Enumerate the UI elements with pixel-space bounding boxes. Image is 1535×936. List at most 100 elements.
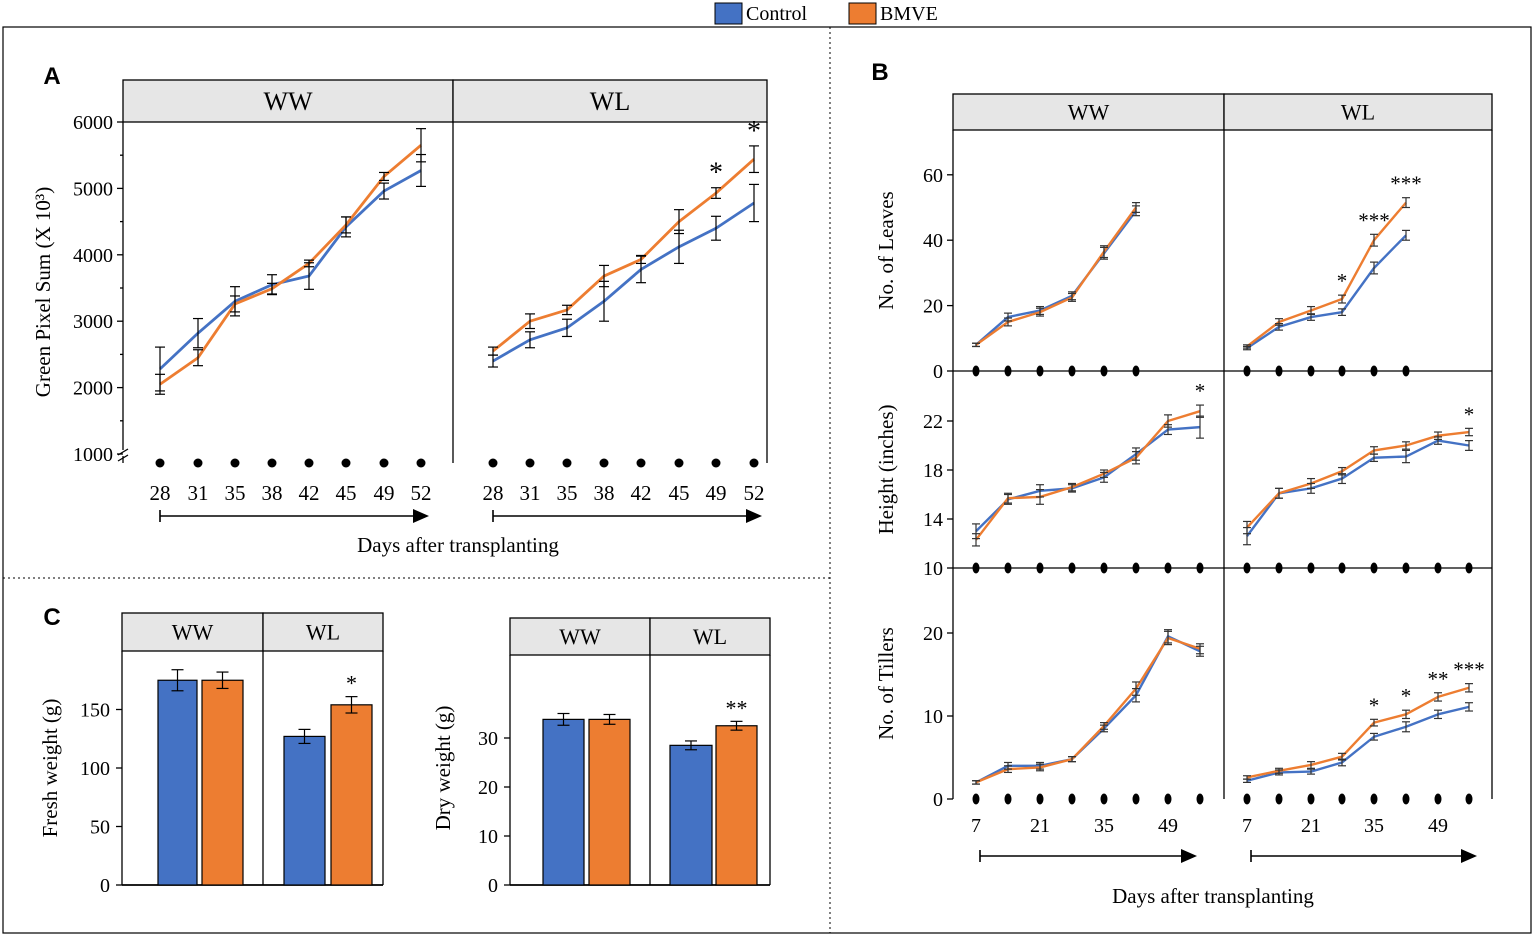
panel-c-chart-1-ylabel: Fresh weight (g) (38, 699, 62, 838)
panel-a-wl-xmarker-7 (749, 458, 759, 468)
panel-b-xlabel: Days after transplanting (1112, 884, 1314, 908)
panel-a-ww-xtick-label-2: 35 (225, 481, 246, 505)
legend-swatch-bmve (848, 2, 877, 25)
panel-b-row-1-ww-bmve-errbar-1 (1004, 317, 1012, 327)
panel-c-chart-1-ytick-label-100: 100 (80, 758, 110, 780)
panel-label-a: A (43, 63, 60, 90)
panel-b-row-2-ww-bmve-errbar-5 (1132, 451, 1140, 465)
panel-b-row-1-wl-bmve-errbar-1 (1275, 318, 1283, 326)
panel-b-row-1-wl-bmve-errbar-2 (1307, 305, 1315, 316)
panel-a-wl-xmarker-3 (599, 458, 609, 468)
panel-c-chart-1-errbar-ww-control (171, 669, 184, 692)
panel-c-chart-2-sig-1: ** (726, 695, 748, 720)
panel-b-header-ww-label: WW (1068, 100, 1110, 125)
panel-a-ww-bmve-line (159, 144, 422, 386)
panel-b-row-3-ytick-label-20: 20 (923, 623, 943, 645)
panel-b-row-3-ytick-label-0: 0 (933, 789, 943, 811)
panel-c-chart-2-ytick-label-0: 0 (488, 875, 498, 897)
panel-b-row-1-wl-sig-5: *** (1390, 172, 1422, 196)
panel-b-row-3-ww-xmarker-2 (1036, 793, 1044, 805)
panel-b-row-2-wl-bmve-errbar-5 (1402, 441, 1410, 450)
panel-b-row-3-ww-bmve-errbar-7 (1196, 643, 1204, 655)
panel-a-ww-xmarker-6 (379, 458, 389, 468)
panel-a-ww-xtick-label-3: 38 (262, 481, 283, 505)
panel-b-row-1-ww-control-line (975, 210, 1137, 346)
panel-b-row-3-wl-control-errbar-2 (1307, 768, 1315, 775)
panel-b-row-1-wl-control-errbar-4 (1370, 261, 1378, 275)
panel-b-wl-xtick-label-21: 21 (1301, 815, 1321, 837)
panel-c-chart-2-bar-ww-bmve (588, 718, 631, 886)
panel-b-row-2-ww-bmve-errbar-6 (1164, 414, 1172, 428)
panel-a-wl-control-errbar-6 (711, 215, 721, 241)
panel-c-chart-2-bar-ww-control (542, 718, 585, 886)
panel-b-row-2-wl-bmve-errbar-6 (1434, 431, 1442, 440)
panel-b-ww-xtick-label-7: 7 (971, 815, 981, 837)
panel-b-row-3-wl-control-line (1246, 705, 1470, 782)
panel-b-row-2-wl-control-errbar-5 (1402, 449, 1410, 464)
panel-a-wl-control-errbar-3 (599, 280, 609, 322)
panel-b-row-1-ytick-label-0: 0 (933, 361, 943, 383)
panel-a-header-ww-bg (122, 79, 454, 123)
panel-c-chart-1-ytick-label-50: 50 (90, 817, 110, 839)
panel-b-row-3-ww-bmve-errbar-1 (1004, 765, 1012, 774)
panel-c-chart-1-header-ww-bg (121, 612, 264, 652)
panel-a-ww-xtick-label-4: 42 (299, 481, 320, 505)
panel-b-label: B (871, 59, 888, 86)
panel-c-chart-2-errbar-ww-bmve (603, 713, 616, 725)
panel-a-ytick-label-2000: 2000 (73, 378, 113, 400)
panel-a-ww-xtick-label-0: 28 (150, 481, 171, 505)
panel-b-wl-xtick-label-49: 49 (1428, 815, 1448, 837)
panel-b-row-2-ww-bmve-errbar-7 (1196, 404, 1204, 418)
panel-b-row-1-ww-bmve-errbar-5 (1132, 201, 1140, 214)
panel-b-row-1-wl-bmve-errbar-5 (1402, 197, 1410, 209)
panel-b-row-3-wl-control-errbar-4 (1370, 732, 1378, 741)
panel-b-row-1-wl-bmve-errbar-3 (1338, 294, 1346, 304)
panel-b-row-3-ww-bmve-errbar-4 (1100, 722, 1108, 730)
panel-a-ww-xmarker-4 (304, 458, 314, 468)
panel-b-row-3-wl-bmve-line (1246, 686, 1470, 779)
panel-b-row-1-ww-bmve-errbar-2 (1036, 307, 1044, 317)
panel-b-row-3-ww-bmve-errbar-2 (1036, 763, 1044, 772)
panel-b-row-2-wl-control-errbar-7 (1465, 440, 1473, 451)
panel-a-ww-xmarker-3 (267, 458, 277, 468)
panel-b-row-1-wl-bmve-errbar-0 (1243, 344, 1251, 349)
panel-b-row-3-wl-xmarker-6 (1434, 793, 1442, 805)
panel-a-wl-xtick-label-4: 42 (631, 481, 652, 505)
panel-c-chart-1-ytick-label-0: 0 (100, 875, 110, 897)
panel-a-ww-bmve-errbar-5 (341, 216, 351, 234)
panel-c-chart-1-sig-1: * (346, 671, 357, 696)
panel-b-row-1-wl-control-errbar-3 (1338, 308, 1346, 317)
panel-a-ww-xmarker-2 (230, 458, 240, 468)
panel-c-chart-1-ytick-label-150: 150 (80, 700, 110, 722)
panel-c-chart-2-header-wl-label: WL (693, 624, 727, 649)
panel-b-row-3-wl-sig-6: ** (1428, 667, 1449, 691)
panel-a-ww-xmarker-5 (341, 458, 351, 468)
panel-b-row-3-wl-bmve-errbar-7 (1465, 683, 1473, 693)
panel-c-chart-1-bar-wl-bmve (330, 704, 373, 886)
panel-c-chart-2-header-ww-bg (509, 617, 651, 656)
legend-label-bmve: BMVE (880, 3, 938, 25)
panel-b-row-2-wl-bmve-errbar-1 (1275, 487, 1283, 499)
panel-a-wl-bmve-errbar-1 (525, 313, 535, 330)
panel-b-row-1-ytick-label-40: 40 (923, 230, 943, 252)
panel-b-row-3-ww-bmve-errbar-6 (1164, 630, 1172, 646)
panel-a-ww-xmarker-0 (155, 458, 165, 468)
panel-c-chart-2-ytick-label-20: 20 (478, 777, 498, 799)
panel-a-wl-bmve-errbar-2 (562, 304, 572, 316)
panel-b-row-2-wl-bmve-line (1246, 430, 1470, 529)
panel-a-xlabel: Days after transplanting (357, 533, 559, 557)
panel-c-chart-1-header-ww-label: WW (172, 620, 214, 645)
panel-b-row-1-ylabel: No. of Leaves (874, 191, 898, 309)
panel-c-chart-2-header-wl-bg (649, 617, 771, 656)
panel-a-ylabel: Green Pixel Sum (X 10³) (31, 187, 55, 397)
panel-b-row-1-wl-sig-3: * (1337, 269, 1348, 293)
panel-b-row-3-wl-xmarker-5 (1402, 793, 1410, 805)
panel-c-chart-2-bar-wl-bmve (715, 725, 758, 886)
panel-a-ytick-label-1000: 1000 (73, 444, 113, 466)
panel-b-row-3-wl-xmarker-3 (1338, 793, 1346, 805)
panel-a-wl-xmarker-4 (636, 458, 646, 468)
panel-b-row-1-wl-bmve-errbar-4 (1370, 233, 1378, 247)
panel-b-row-2-ww-bmve-errbar-1 (1004, 492, 1012, 504)
panel-a-wl-bmve-errbar-3 (599, 264, 609, 288)
panel-a-wl-control-errbar-1 (525, 331, 535, 349)
